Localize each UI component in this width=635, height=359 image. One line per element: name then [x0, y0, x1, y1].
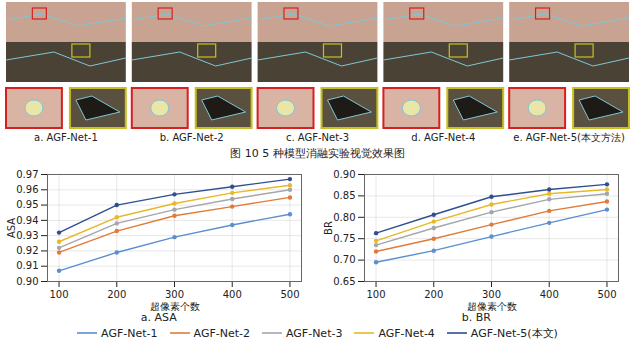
svg-text:超像素个数: 超像素个数 [149, 301, 199, 312]
svg-text:0.75: 0.75 [333, 233, 355, 244]
svg-text:0.91: 0.91 [16, 260, 38, 271]
html-text:AGF-Net-5(本文): AGF-Net-5(本文) [470, 326, 558, 340]
svg-text:0.70: 0.70 [333, 254, 355, 265]
svg-text:ASA: ASA [5, 218, 16, 238]
svg-text:0.90: 0.90 [16, 276, 38, 287]
svg-text:400: 400 [540, 289, 559, 300]
html-text:AGF-Net-3: AGF-Net-3 [286, 326, 343, 340]
svg-text:0.97: 0.97 [16, 169, 38, 180]
html-text:a. ASA: a. ASA [140, 311, 177, 324]
svg-text:a. AGF-Net-1: a. AGF-Net-1 [34, 132, 98, 143]
svg-text:0.93: 0.93 [16, 230, 38, 241]
html-text:b. BR: b. BR [461, 311, 491, 324]
svg-text:超像素个数: 超像素个数 [467, 301, 517, 312]
svg-text:b. AGF-Net-2: b. AGF-Net-2 [160, 132, 224, 143]
svg-text:100: 100 [49, 289, 68, 300]
svg-text:图 10 5 种模型消融实验视觉效果图: 图 10 5 种模型消融实验视觉效果图 [230, 147, 405, 160]
svg-text:500: 500 [280, 289, 299, 300]
html-text:AGF-Net-4: AGF-Net-4 [378, 326, 435, 340]
svg-text:500: 500 [598, 289, 617, 300]
svg-text:0.65: 0.65 [333, 276, 355, 287]
html-text:AGF-Net-2: AGF-Net-2 [193, 326, 250, 340]
svg-text:200: 200 [424, 289, 443, 300]
svg-text:0.96: 0.96 [16, 184, 38, 195]
svg-text:d. AGF-Net-4: d. AGF-Net-4 [411, 132, 475, 143]
svg-text:400: 400 [222, 289, 241, 300]
html-text:AGF-Net-1: AGF-Net-1 [101, 326, 158, 340]
svg-text:300: 300 [165, 289, 184, 300]
svg-text:c. AGF-Net-3: c. AGF-Net-3 [286, 132, 349, 143]
svg-text:e. AGF-Net-5(本文方法): e. AGF-Net-5(本文方法) [513, 132, 625, 143]
svg-text:0.94: 0.94 [16, 215, 38, 226]
svg-text:0.92: 0.92 [16, 245, 38, 256]
svg-text:200: 200 [107, 289, 126, 300]
svg-text:100: 100 [367, 289, 386, 300]
svg-text:0.90: 0.90 [333, 169, 355, 180]
svg-text:BR: BR [323, 221, 334, 235]
svg-text:0.85: 0.85 [333, 190, 355, 201]
svg-text:0.80: 0.80 [333, 212, 355, 223]
svg-text:0.95: 0.95 [16, 199, 38, 210]
svg-text:300: 300 [482, 289, 501, 300]
